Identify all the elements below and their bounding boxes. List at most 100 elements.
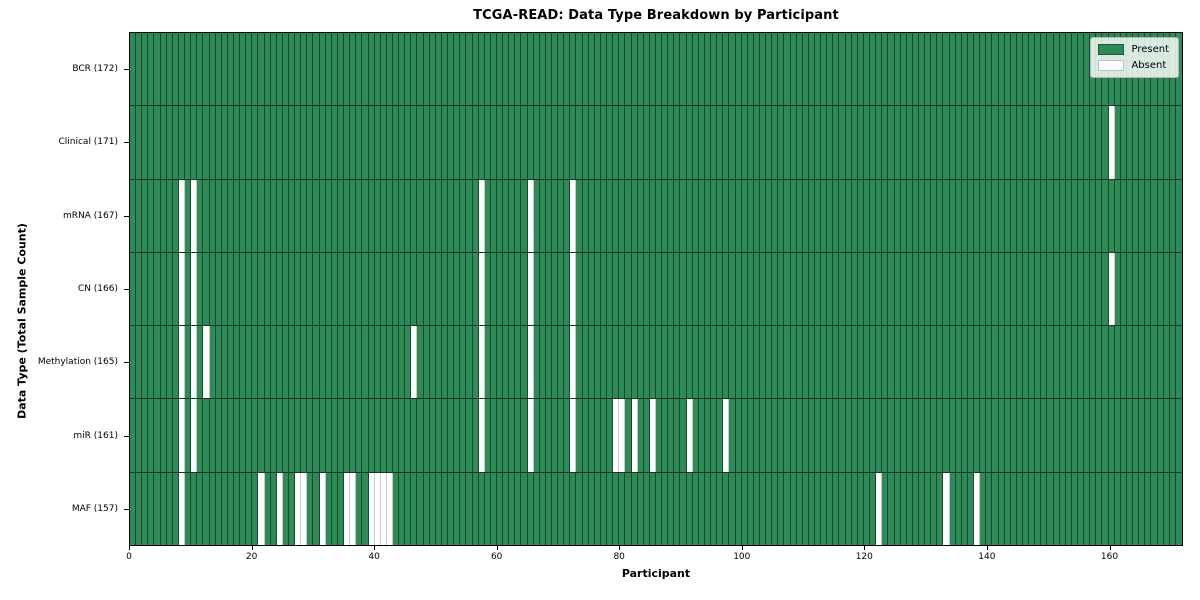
heatmap-cell (386, 179, 393, 252)
heatmap-cell (1053, 252, 1060, 326)
heatmap-cell (790, 106, 797, 179)
heatmap-cell (949, 472, 956, 545)
heatmap-cell (925, 326, 932, 399)
legend-label-absent: Absent (1131, 60, 1167, 71)
heatmap-cell (717, 399, 724, 472)
heatmap-row-maf (130, 472, 1182, 545)
heatmap-cell (472, 33, 479, 106)
heatmap-cell (552, 179, 559, 252)
heatmap-cell (552, 106, 559, 179)
heatmap-cell (900, 399, 907, 472)
heatmap-cell (943, 179, 950, 252)
heatmap-cell (472, 472, 479, 545)
x-axis-label: Participant (621, 567, 691, 580)
heatmap-cell (967, 179, 975, 252)
heatmap-cell (912, 472, 919, 545)
heatmap-cell (753, 179, 760, 252)
heatmap-cell (600, 326, 608, 399)
heatmap-cell (240, 472, 247, 545)
heatmap-cell (619, 326, 626, 399)
heatmap-cell (1022, 33, 1030, 106)
heatmap-cell (1102, 252, 1109, 326)
heatmap-cell (992, 326, 999, 399)
heatmap-cell (142, 326, 149, 399)
heatmap-cell (325, 252, 332, 326)
heatmap-cell (197, 252, 204, 326)
heatmap-cell (552, 252, 559, 326)
heatmap-cell (974, 326, 981, 399)
heatmap-cell (1071, 472, 1079, 545)
heatmap-cell (1120, 326, 1127, 399)
heatmap-cell (931, 399, 938, 472)
heatmap-cell (252, 472, 259, 545)
heatmap-cell (900, 106, 907, 179)
heatmap-cell (441, 252, 449, 326)
heatmap-cell (564, 106, 571, 179)
heatmap-cell (796, 179, 803, 252)
heatmap-cell (845, 33, 852, 106)
heatmap-cell (215, 252, 222, 326)
heatmap-cell (1053, 106, 1060, 179)
heatmap-cell (533, 252, 540, 326)
heatmap-cell (148, 179, 155, 252)
heatmap-cell (325, 472, 332, 545)
heatmap-cell (686, 33, 693, 106)
heatmap-cell (142, 179, 149, 252)
heatmap-cell (1120, 472, 1127, 545)
heatmap-cell (160, 399, 167, 472)
heatmap-cell (1126, 179, 1134, 252)
heatmap-cell (1016, 326, 1023, 399)
heatmap-cell (570, 179, 577, 252)
heatmap-cell (380, 106, 387, 179)
heatmap-cell (1102, 326, 1109, 399)
heatmap-cell (454, 33, 461, 106)
heatmap-cell (130, 326, 137, 399)
heatmap-cell (631, 472, 638, 545)
x-tick-label: 20 (245, 552, 258, 562)
heatmap-cell (876, 179, 883, 252)
heatmap-cell (839, 399, 846, 472)
heatmap-cell (270, 252, 277, 326)
heatmap-cell (191, 179, 198, 252)
heatmap-cell (888, 326, 895, 399)
heatmap-cell (833, 106, 840, 179)
heatmap-cell (876, 399, 883, 472)
heatmap-cell (1010, 179, 1017, 252)
heatmap-cell (1022, 472, 1030, 545)
heatmap-cell (264, 399, 271, 472)
heatmap-cell (790, 326, 797, 399)
heatmap-cell (992, 106, 999, 179)
heatmap-cell (582, 252, 589, 326)
heatmap-cell (900, 179, 907, 252)
heatmap-cell (191, 106, 198, 179)
heatmap-cell (570, 472, 577, 545)
heatmap-cell (252, 106, 259, 179)
heatmap-cell (741, 326, 748, 399)
heatmap-cell (1035, 472, 1042, 545)
heatmap-cell (344, 179, 351, 252)
heatmap-cell (1004, 326, 1011, 399)
heatmap-cell (649, 33, 656, 106)
heatmap-cell (399, 106, 406, 179)
heatmap-cell (759, 252, 767, 326)
heatmap-cell (998, 106, 1005, 179)
heatmap-cell (172, 326, 179, 399)
heatmap-cell (619, 179, 626, 252)
heatmap-cell (142, 472, 149, 545)
heatmap-cell (429, 106, 436, 179)
heatmap-cell (821, 252, 828, 326)
heatmap-cell (1029, 179, 1036, 252)
heatmap-cell (1022, 326, 1030, 399)
heatmap-cell (1047, 472, 1054, 545)
heatmap-cell (870, 179, 877, 252)
heatmap-cell (643, 33, 650, 106)
heatmap-cell (839, 252, 846, 326)
heatmap-cell (1151, 106, 1158, 179)
heatmap-plot (129, 32, 1183, 546)
heatmap-cell (1133, 106, 1140, 179)
heatmap-cell (613, 33, 620, 106)
heatmap-cell (154, 326, 161, 399)
heatmap-cell (680, 399, 687, 472)
heatmap-cell (704, 33, 712, 106)
heatmap-cell (454, 399, 461, 472)
